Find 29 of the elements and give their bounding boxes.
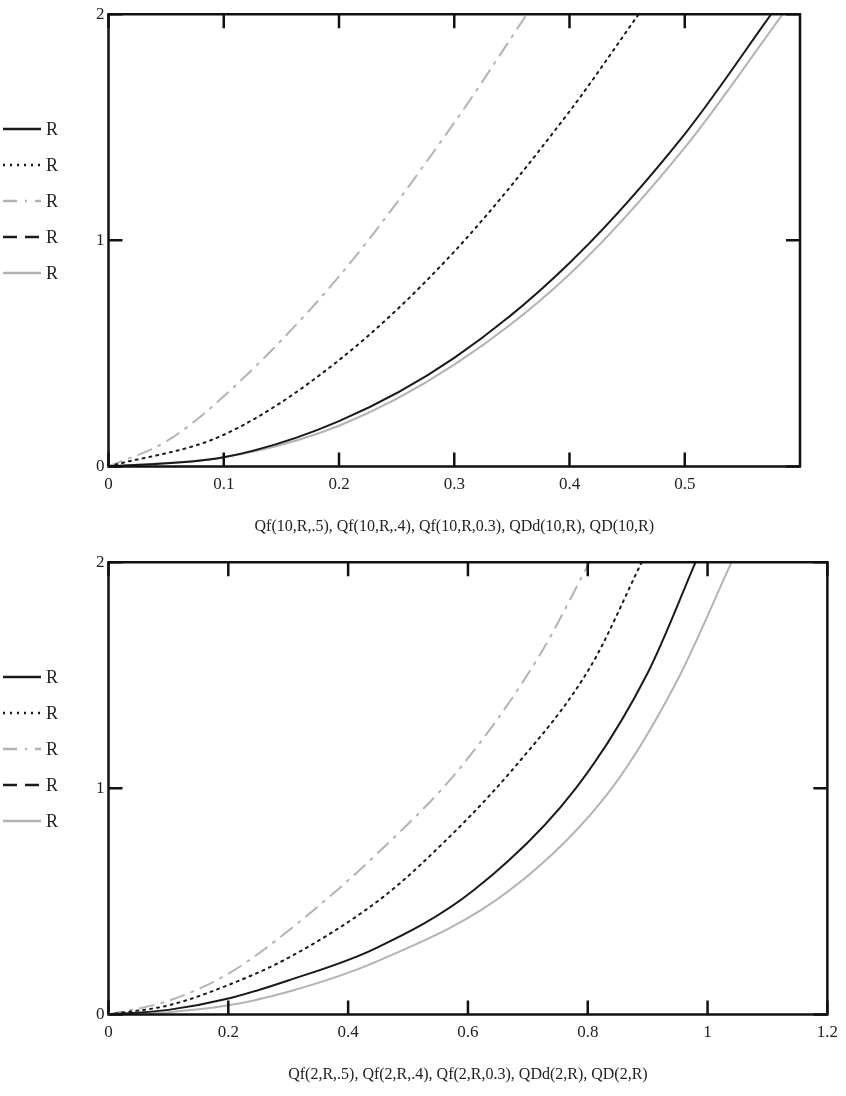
- y-tick-label: 1: [96, 777, 105, 797]
- x-tick-label: 0.2: [217, 1022, 239, 1042]
- legend-label: R: [46, 155, 59, 175]
- legend-label: R: [46, 703, 59, 723]
- x-axis-title: Qf(10,R,.5), Qf(10,R,.4), Qf(10,R,0.3), QDd(10,R), QD(10,R): [254, 516, 655, 535]
- legend-label: R: [46, 227, 59, 247]
- y-tick-label: 0: [96, 1003, 105, 1023]
- x-tick-label: 0.8: [577, 1022, 599, 1042]
- x-tick-label: 0.6: [457, 1022, 479, 1042]
- x-tick-label: 0.1: [213, 474, 235, 494]
- x-tick-label: 0.3: [443, 474, 465, 494]
- x-tick-label: 0.4: [337, 1022, 360, 1042]
- y-tick-label: 1: [96, 229, 105, 249]
- x-tick-label: 0.5: [674, 474, 696, 494]
- x-axis-title: Qf(2,R,.5), Qf(2,R,.4), Qf(2,R,0.3), QDd(2,R), QD(2,R): [288, 1064, 648, 1083]
- legend-label: R: [46, 811, 59, 831]
- y-tick-label: 0: [96, 455, 105, 475]
- legend-label: R: [46, 263, 59, 283]
- x-tick-label: 0.4: [558, 474, 581, 494]
- legend-label: R: [46, 775, 59, 795]
- x-tick-label: 1: [703, 1022, 712, 1042]
- legend-label: R: [46, 667, 59, 687]
- x-tick-label: 1.2: [816, 1022, 838, 1042]
- legend-label: R: [46, 739, 59, 759]
- x-tick-label: 0.2: [328, 474, 350, 494]
- legend-label: R: [46, 191, 59, 211]
- y-tick-label: 2: [96, 3, 105, 23]
- legend-label: R: [46, 119, 59, 139]
- y-tick-label: 2: [96, 551, 105, 571]
